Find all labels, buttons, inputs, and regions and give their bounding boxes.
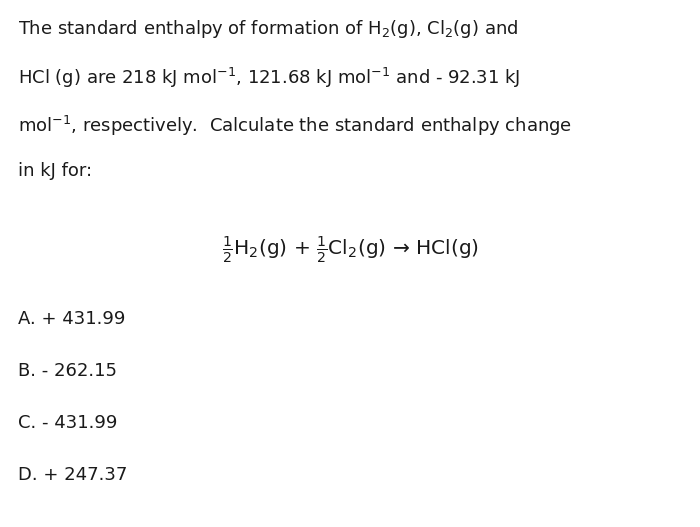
Text: B. - 262.15: B. - 262.15 <box>18 362 117 380</box>
Text: A. + 431.99: A. + 431.99 <box>18 310 125 328</box>
Text: mol$^{-1}$, respectively.  Calculate the standard enthalpy change: mol$^{-1}$, respectively. Calculate the … <box>18 114 572 138</box>
Text: C. - 431.99: C. - 431.99 <box>18 414 118 432</box>
Text: D. + 247.37: D. + 247.37 <box>18 466 127 484</box>
Text: $\frac{1}{2}$H$_2$(g) + $\frac{1}{2}$Cl$_2$(g) → HCl(g): $\frac{1}{2}$H$_2$(g) + $\frac{1}{2}$Cl$… <box>221 235 479 265</box>
Text: in kJ for:: in kJ for: <box>18 162 92 180</box>
Text: HCl (g) are 218 kJ mol$^{-1}$, 121.68 kJ mol$^{-1}$ and - 92.31 kJ: HCl (g) are 218 kJ mol$^{-1}$, 121.68 kJ… <box>18 66 520 90</box>
Text: The standard enthalpy of formation of H$_2$(g), Cl$_2$(g) and: The standard enthalpy of formation of H$… <box>18 18 518 40</box>
